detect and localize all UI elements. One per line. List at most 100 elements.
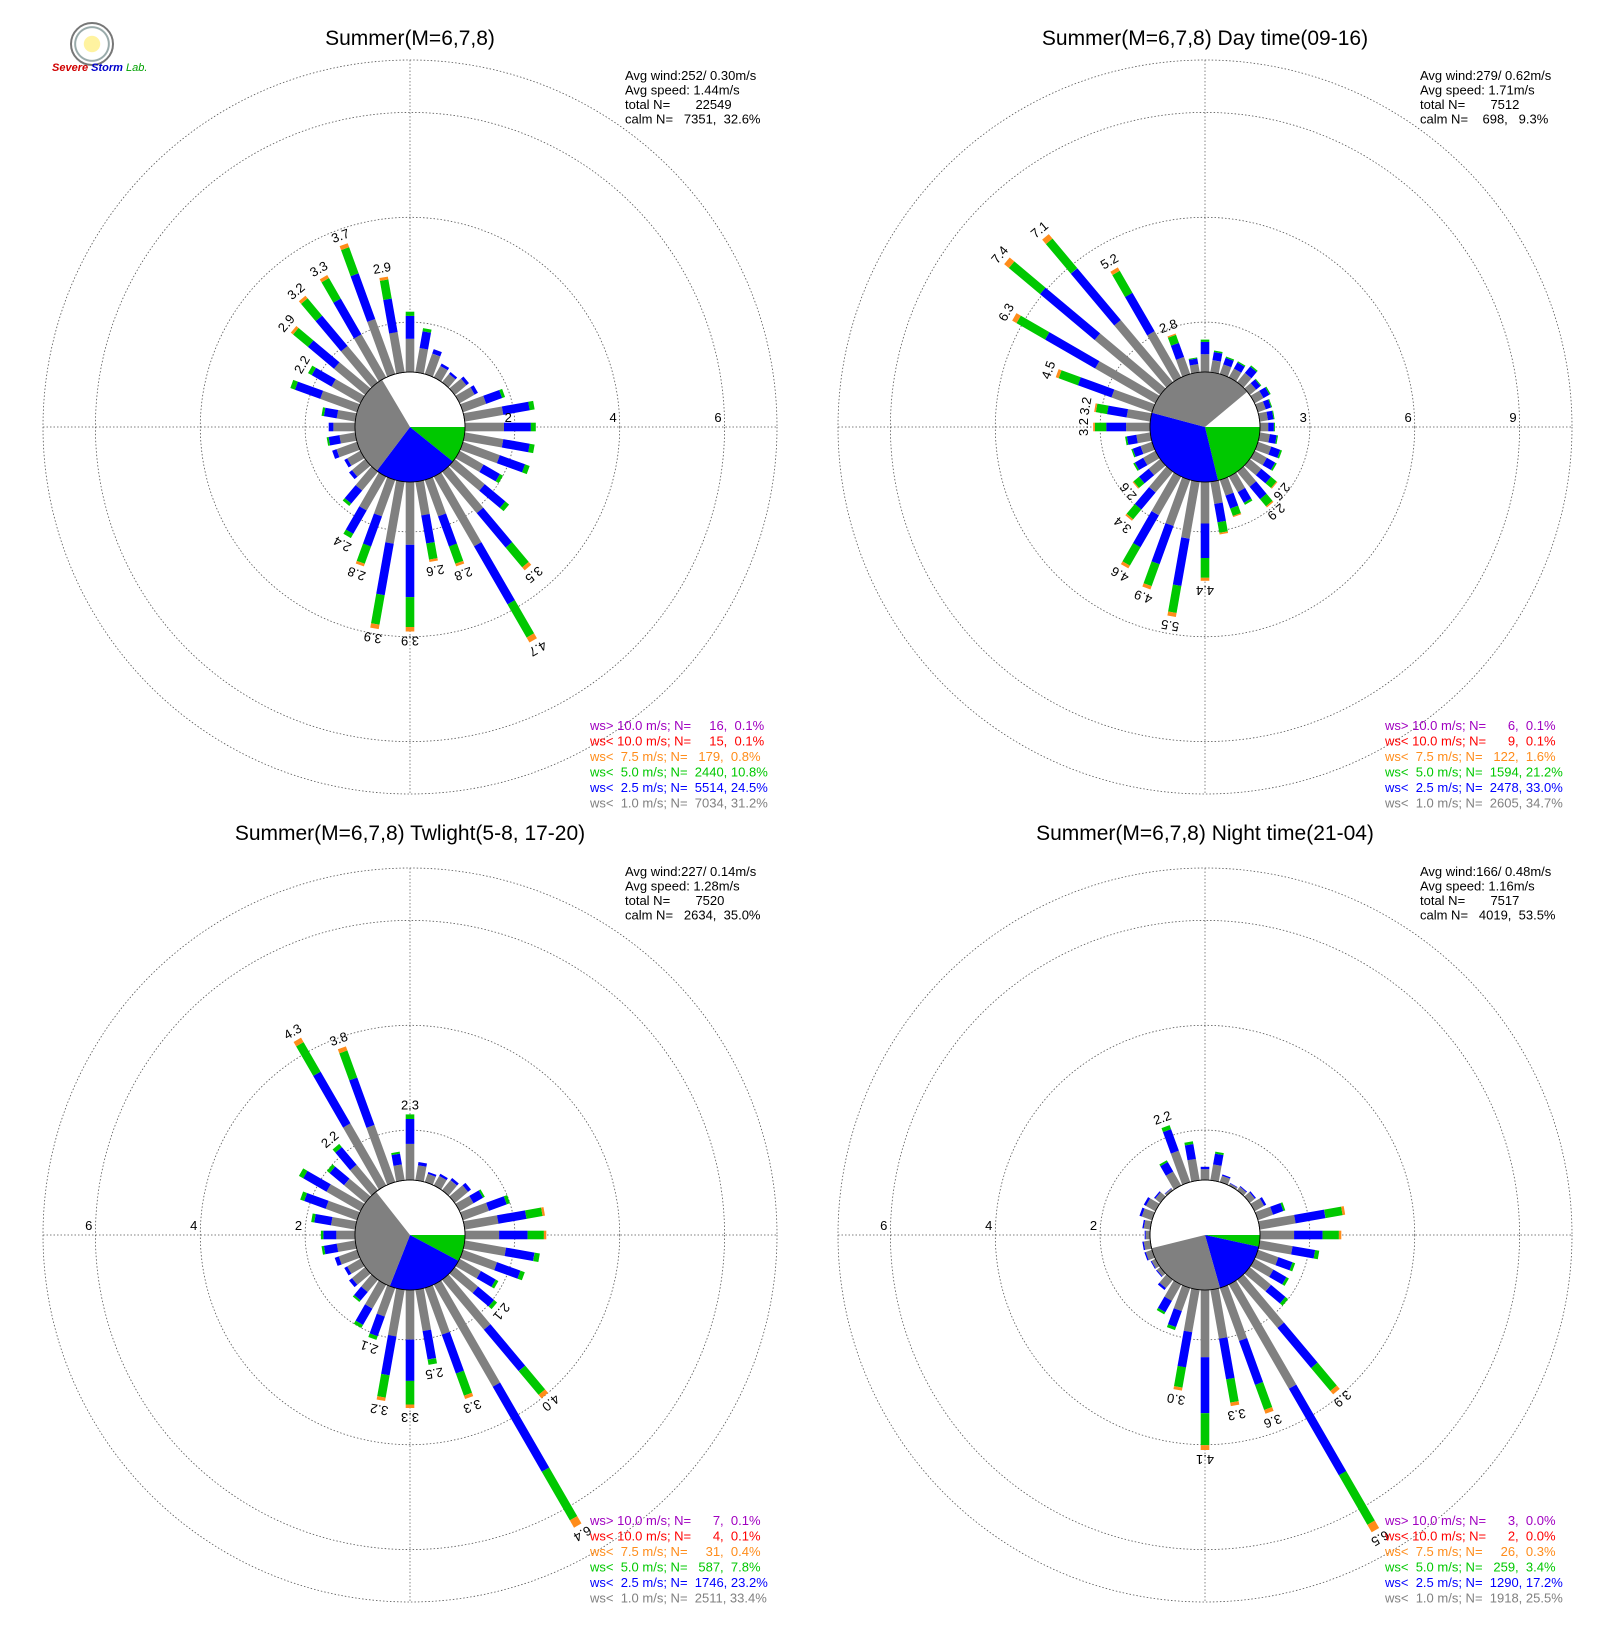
bar-segment-lt50 [1275,435,1279,444]
bar-segment-lt10ms [405,338,415,372]
bar-dir-20 [424,349,442,377]
stat-line: calm N= 4019, 53.5% [1420,908,1556,923]
bar-dir-60 [455,385,478,404]
bar-segment-lt25 [1200,523,1210,559]
bar-segment-lt10ms [1183,1288,1200,1333]
bar-segment-lt75 [569,1516,582,1528]
bar-dir-0 [1200,339,1210,372]
bar-segment-lt25 [344,485,363,504]
bar-segment-lt25 [311,367,336,387]
bar-dir-200 [1166,1285,1191,1331]
bar-segment-lt50 [527,1230,544,1240]
legend-entry-lt75: ws< 7.5 m/s; N= 122, 1.6% [1384,749,1556,764]
bar-segment-lt10ms [336,441,360,458]
bar-segment-lt10ms [385,480,405,544]
bar-segment-lt50 [1095,403,1109,415]
bar-segment-lt25 [1132,445,1144,457]
bar-segment-lt10ms [1126,409,1152,422]
stat-line: Avg speed: 1.16m/s [1420,879,1535,894]
bar-dir-240 [344,1258,365,1276]
bar-dir-100 [463,432,535,454]
bar-segment-lt25 [1157,1296,1172,1313]
legend-entry-gt10: ws> 10.0 m/s; N= 6, 0.1% [1384,718,1556,733]
bar-dir-310: 2.9 [275,311,371,395]
calm-slice-lt50 [1205,427,1260,481]
bar-dir-160: 3.6 [1219,1285,1284,1431]
bar-segment-lt25 [323,407,339,419]
bar-segment-lt50 [518,1365,546,1395]
bar-segment-lt50 [1268,399,1273,408]
bar-segment-lt10ms [424,353,441,377]
bar-dir-110 [1255,1249,1296,1272]
bar-segment-lt50 [1143,561,1160,587]
bar-segment-lt25 [344,458,352,468]
bar-dir-160 [1219,477,1242,518]
bar-dir-150 [1228,472,1253,505]
bar-dir-170: 2.6 [415,480,446,580]
bar-segment-lt25 [391,1153,402,1166]
bar-dir-130 [1244,1267,1289,1306]
bar-segment-lt10ms [1187,1158,1200,1182]
stat-line: total N= 22549 [625,97,732,112]
bar-segment-lt25 [1262,457,1276,471]
calm-outline [1149,1179,1261,1291]
bar-dir-0 [405,311,415,372]
stat-line: total N= 7520 [625,893,724,908]
bar-dir-0: 2.3 [401,1097,419,1180]
bar-segment-lt50 [311,1213,316,1223]
bar-segment-lt25 [1259,1197,1267,1206]
bar-segment-lt50 [1173,1365,1187,1388]
ring-label: 3 [1300,410,1307,425]
bar-dir-0 [1200,1166,1210,1180]
bar-segment-lt50 [1270,462,1277,471]
bar-dir-210 [353,1280,387,1328]
bar-segment-lt25 [437,513,458,547]
bar-segment-lt50 [377,1373,390,1398]
bar-segment-lt50 [503,1195,511,1205]
calm-slice-lt50 [410,427,465,462]
bar-segment-lt10ms [1244,459,1262,476]
bar-segment-lt50 [427,1358,437,1365]
bar-segment-lt75 [319,275,329,283]
bar-segment-lt10ms [1141,1208,1155,1221]
bar-segment-lt25 [1255,468,1272,484]
bar-segment-lt50 [1200,339,1210,342]
bar-label: 5.5 [1160,617,1180,635]
bar-dir-190: 3.9 [363,480,405,647]
bar-segment-lt10ms [1260,422,1269,432]
bar-segment-lt25 [483,389,503,404]
bar-dir-110 [1255,441,1283,459]
bar-segment-lt25 [496,455,526,473]
bar-segment-lt10ms [1210,360,1221,374]
bar-segment-lt75 [541,1207,545,1216]
bar-dir-40 [442,371,458,388]
bar-segment-lt25 [427,1171,437,1177]
bar-dir-80 [463,400,535,422]
bar-segment-lt50 [342,498,352,507]
bar-dir-50 [1244,1191,1256,1203]
bar-segment-lt10ms [1145,1230,1150,1240]
bar-segment-lt10ms [336,1240,357,1253]
bar-segment-lt75 [1093,422,1095,432]
bar-dir-280 [321,407,357,422]
stat-line: total N= 7517 [1420,893,1519,908]
bar-segment-lt10ms [1164,1280,1182,1302]
bar-segment-lt10ms [415,347,429,374]
bar-segment-lt10ms [1181,480,1200,539]
bar-label: 3.2 [369,1401,389,1419]
bar-segment-lt75 [1200,1445,1210,1450]
bar-segment-lt50 [352,1294,361,1303]
bar-segment-lt75 [543,1230,547,1240]
bar-segment-lt10ms [463,432,504,448]
bar-segment-lt50 [1131,448,1136,458]
bar-segment-lt10ms [1255,1206,1274,1221]
grid-ring [94,111,726,743]
bar-segment-lt10ms [326,1184,365,1212]
bar-segment-lt75 [376,1396,386,1401]
bar-segment-lt25 [1164,1188,1172,1194]
bar-dir-210: 4.6 [1108,472,1182,585]
bar-label: 3.9 [363,629,383,647]
bar-segment-lt10ms [340,345,378,388]
bar-segment-lt75 [1230,1401,1240,1407]
